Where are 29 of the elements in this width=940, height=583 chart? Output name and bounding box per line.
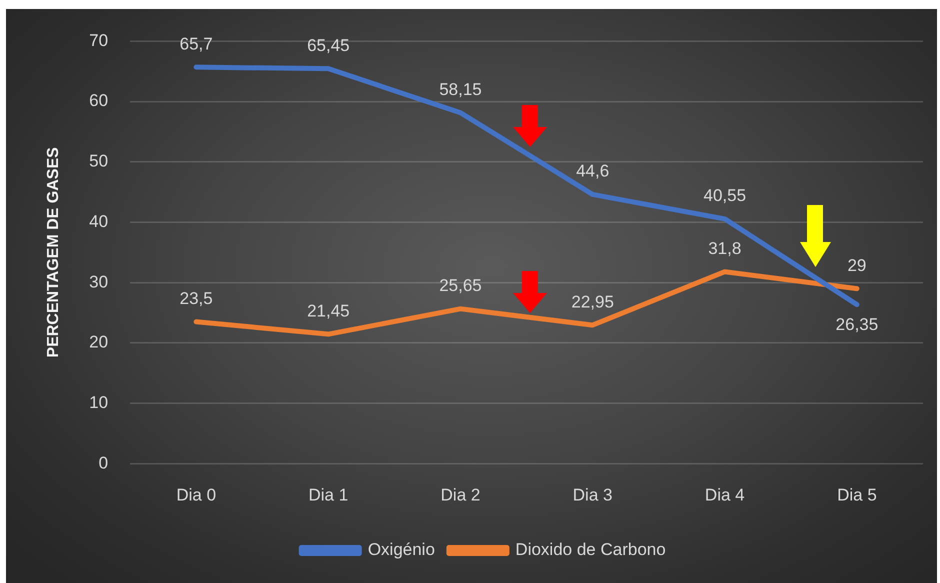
data-label: 23,5	[180, 288, 213, 308]
data-label: 65,45	[307, 36, 350, 55]
y-tick-label: 40	[89, 212, 108, 231]
x-tick-label: Dia 4	[704, 485, 745, 504]
y-tick-label: 70	[89, 30, 108, 50]
data-label: 21,45	[307, 301, 350, 320]
y-tick-label: 10	[89, 392, 108, 412]
y-axis-title: PERCENTAGEM DE GASES	[45, 146, 62, 358]
y-tick-label: 0	[98, 453, 108, 472]
legend-label: Dioxido de Carbono	[515, 540, 666, 560]
y-tick-label: 50	[89, 152, 108, 171]
x-tick-label: Dia 1	[308, 485, 348, 504]
legend-label: Oxigénio	[368, 540, 435, 560]
y-tick-label: 30	[89, 272, 108, 292]
data-label: 26,35	[836, 314, 878, 334]
y-tick-label: 20	[89, 332, 108, 352]
x-tick-label: Dia 0	[176, 485, 216, 504]
data-label: 58,15	[439, 80, 482, 99]
x-tick-label: Dia 2	[440, 485, 480, 504]
data-label: 22,95	[571, 292, 614, 312]
x-tick-label: Dia 3	[572, 485, 612, 504]
data-label: 65,7	[180, 34, 213, 54]
y-tick-label: 60	[89, 91, 108, 110]
data-label: 31,8	[708, 238, 742, 258]
data-label: 40,55	[704, 186, 746, 206]
data-label: 25,65	[439, 276, 482, 296]
x-tick-label: Dia 5	[837, 485, 877, 504]
data-label: 29	[847, 256, 866, 275]
data-label: 44,6	[576, 162, 610, 181]
